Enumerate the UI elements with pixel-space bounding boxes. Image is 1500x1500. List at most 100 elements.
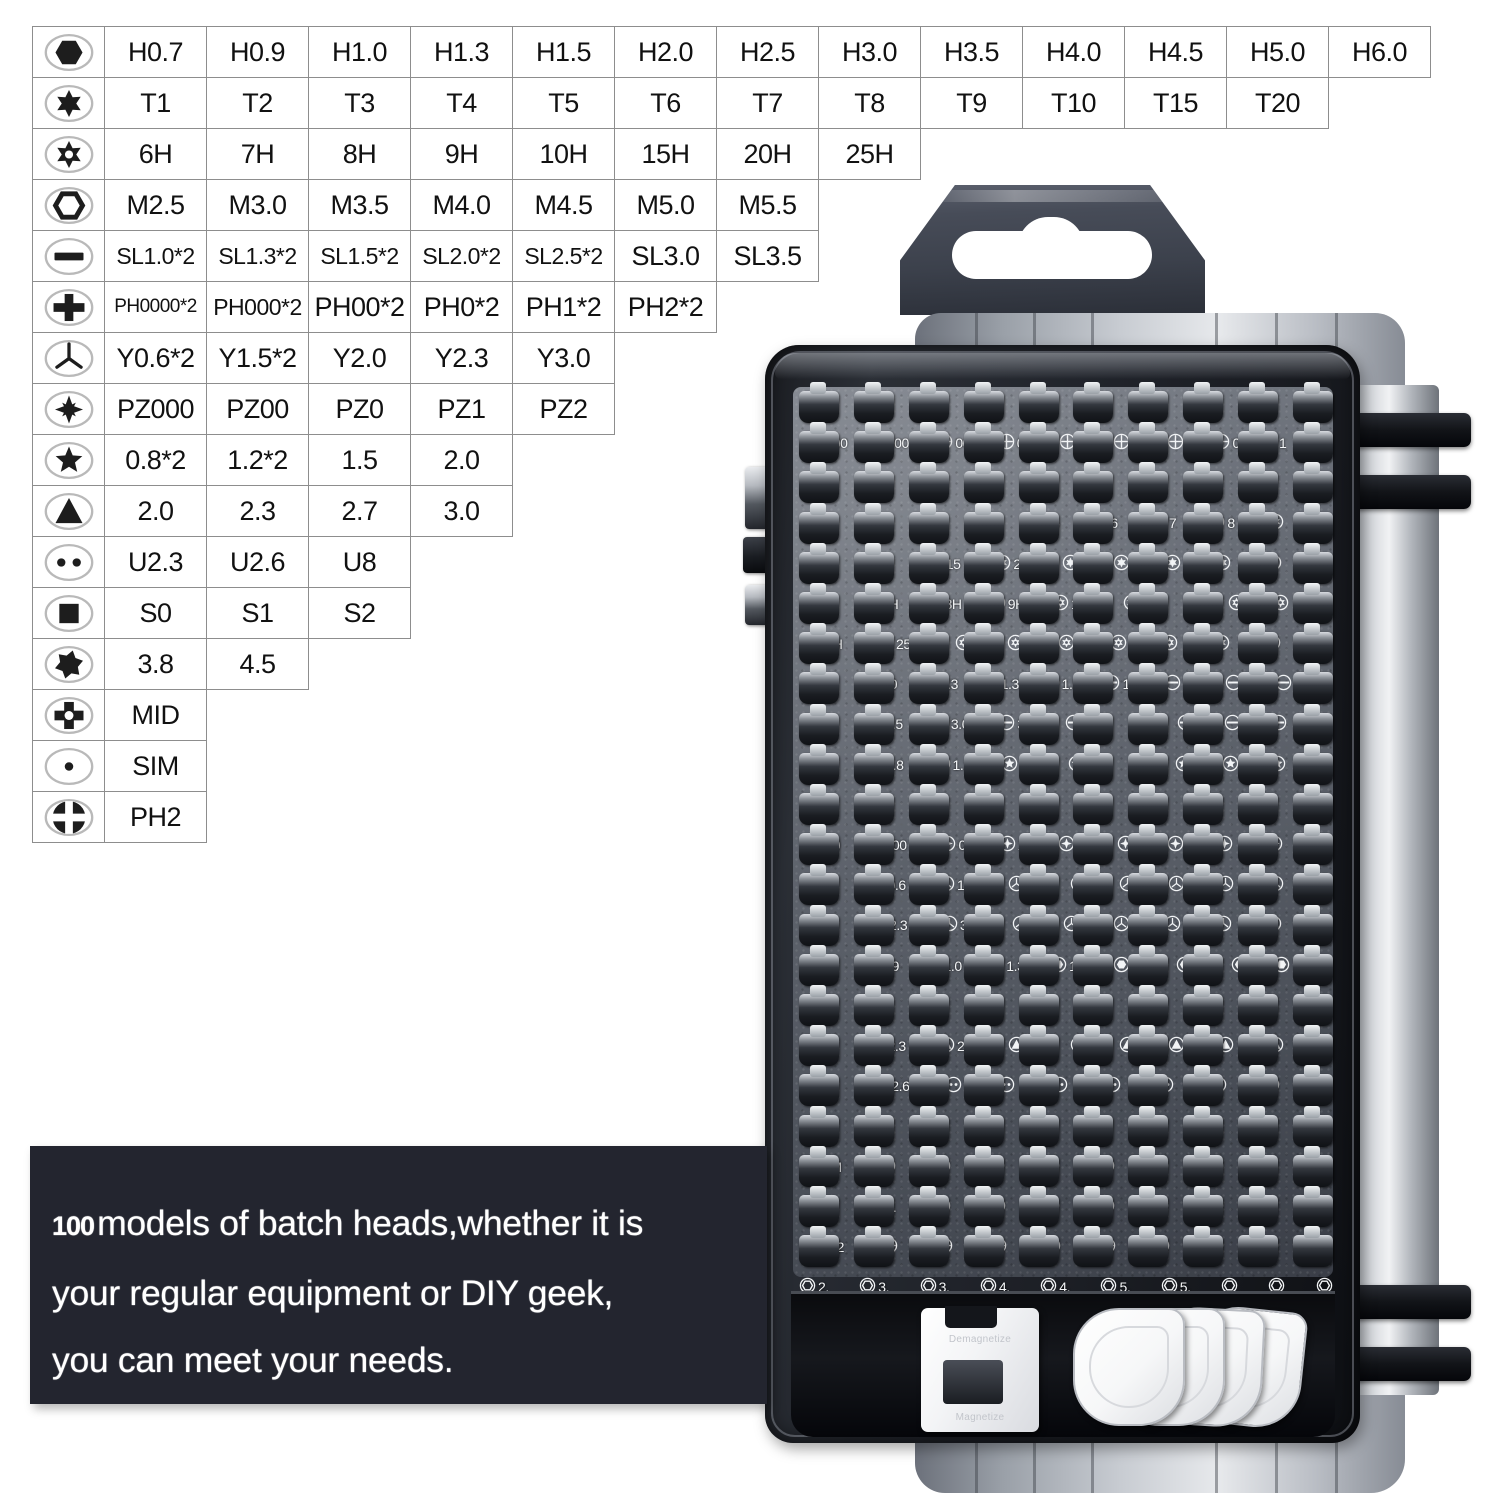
case-top-lip bbox=[775, 353, 1350, 379]
bit-shank bbox=[1238, 985, 1278, 1026]
bit-shank bbox=[1292, 462, 1333, 504]
bit-shank bbox=[853, 1105, 894, 1147]
bit-shank-group bbox=[799, 422, 1333, 465]
bit-shank-group bbox=[799, 864, 1333, 907]
bit-shank bbox=[1128, 985, 1169, 1026]
bit-shank bbox=[1183, 663, 1224, 705]
bit-shank bbox=[908, 824, 949, 866]
magnetizer-bottom-label: Magnetize bbox=[955, 1412, 1005, 1423]
spec-cell: PZ0 bbox=[308, 383, 411, 435]
bit-shank bbox=[1238, 583, 1278, 624]
spec-cell: M5.0 bbox=[614, 179, 717, 231]
bit-glyph-pozidriv-icon bbox=[1058, 835, 1075, 855]
bit-shank bbox=[853, 462, 894, 504]
hinge-band-top2 bbox=[1353, 475, 1471, 509]
bit-label bbox=[1167, 835, 1184, 855]
bit-label-text: 8H bbox=[944, 595, 963, 612]
hinge-band-bottom2 bbox=[1353, 1347, 1471, 1381]
pry-picks-group bbox=[1073, 1300, 1323, 1436]
spec-cell: T6 bbox=[614, 77, 717, 129]
bit-shank bbox=[1073, 743, 1114, 785]
spec-cell: PH1*2 bbox=[512, 281, 615, 333]
torx-icon bbox=[32, 77, 105, 129]
bit-shank bbox=[799, 382, 839, 423]
bit-shank bbox=[908, 904, 949, 946]
spec-cell: U8 bbox=[308, 536, 411, 588]
bit-row: 2.02.32.73. bbox=[793, 985, 1333, 1066]
bit-shank bbox=[963, 904, 1004, 946]
spec-cell: H2.0 bbox=[614, 26, 717, 78]
bit-shank bbox=[963, 864, 1004, 906]
bit-shank bbox=[1018, 663, 1059, 705]
bit-shank bbox=[963, 1226, 1004, 1268]
bit-shank bbox=[1292, 944, 1333, 986]
spec-cell: PZ00 bbox=[206, 383, 309, 435]
bit-shank bbox=[1018, 824, 1059, 866]
bit-shank-group bbox=[799, 382, 1333, 425]
bit-shank bbox=[1183, 703, 1224, 745]
bit-row: 00000012 bbox=[793, 784, 1333, 865]
bit-shank bbox=[799, 1145, 839, 1187]
spec-cell: H4.5 bbox=[1124, 26, 1227, 78]
spec-cell: 10H bbox=[512, 128, 615, 180]
bit-label-text: 0 bbox=[958, 837, 966, 853]
bit-shank bbox=[1292, 583, 1333, 624]
bit-shank bbox=[1128, 583, 1169, 624]
bit-row: 2. 3. 3. 4. 4. 5. 5. bbox=[793, 1226, 1333, 1307]
hex-socket-icon bbox=[32, 26, 105, 78]
bit-shank bbox=[1128, 904, 1169, 946]
mid-cross-icon bbox=[32, 689, 105, 741]
bit-shank bbox=[963, 743, 1004, 785]
bit-shank-group bbox=[799, 1226, 1333, 1269]
spec-cell: H1.3 bbox=[410, 26, 513, 78]
spec-cell: SL1.0*2 bbox=[104, 230, 207, 282]
spec-cell: PH000*2 bbox=[206, 281, 309, 333]
bit-shank bbox=[1128, 422, 1169, 464]
bit-shank bbox=[1183, 1065, 1224, 1107]
bit-shank-group bbox=[799, 462, 1333, 505]
bit-shank bbox=[1238, 663, 1278, 705]
bit-shank bbox=[1183, 583, 1224, 624]
bit-shank bbox=[853, 422, 894, 464]
square-icon bbox=[32, 587, 105, 639]
bit-shank bbox=[853, 904, 894, 946]
spec-row: M2.5 M3.0 M3.5 M4.0 M4.5 M5.0 M5.5 bbox=[32, 179, 1431, 231]
bit-shank-group bbox=[799, 1145, 1333, 1189]
bit-shank bbox=[1183, 904, 1224, 946]
bit-shank bbox=[799, 1065, 839, 1107]
bit-glyph-phillips-icon bbox=[1167, 433, 1184, 453]
bit-case-body: 0000000000000000000011221234567891015206… bbox=[765, 345, 1360, 1443]
bit-shank bbox=[799, 1025, 839, 1067]
bit-shank bbox=[1238, 502, 1278, 544]
bit-shank bbox=[799, 985, 839, 1026]
spec-cell: PZ2 bbox=[512, 383, 615, 435]
bit-shank bbox=[1073, 985, 1114, 1026]
spec-cell: T15 bbox=[1124, 77, 1227, 129]
spec-cell: M3.5 bbox=[308, 179, 411, 231]
bit-shank bbox=[799, 824, 839, 866]
bit-shank bbox=[1128, 1145, 1169, 1187]
bit-shank bbox=[799, 583, 839, 624]
bit-shank bbox=[1018, 462, 1059, 504]
bit-shank bbox=[799, 1186, 839, 1227]
bit-shank-group bbox=[799, 1186, 1333, 1229]
bit-shank bbox=[908, 985, 949, 1026]
bit-shank bbox=[963, 422, 1004, 464]
caption-line-1: 100models of batch heads,whether it is bbox=[52, 1190, 767, 1260]
spec-cell: MID bbox=[104, 689, 207, 741]
bit-shank bbox=[1073, 382, 1114, 423]
bit-shank bbox=[963, 1105, 1004, 1147]
bit-shank bbox=[853, 1145, 894, 1187]
bit-shank bbox=[1018, 784, 1059, 825]
bit-shank bbox=[1183, 784, 1224, 825]
bit-shank-group bbox=[799, 743, 1333, 787]
phillips-large-icon bbox=[32, 791, 105, 843]
bit-shank bbox=[1018, 542, 1059, 584]
bit-shank bbox=[908, 462, 949, 504]
bit-shank bbox=[908, 1145, 949, 1187]
bit-shank bbox=[963, 1065, 1004, 1107]
bit-shank bbox=[963, 462, 1004, 504]
bit-shank bbox=[1018, 1145, 1059, 1187]
spec-cell: SL3.5 bbox=[716, 230, 819, 282]
hang-tab-highlight bbox=[920, 190, 1190, 202]
